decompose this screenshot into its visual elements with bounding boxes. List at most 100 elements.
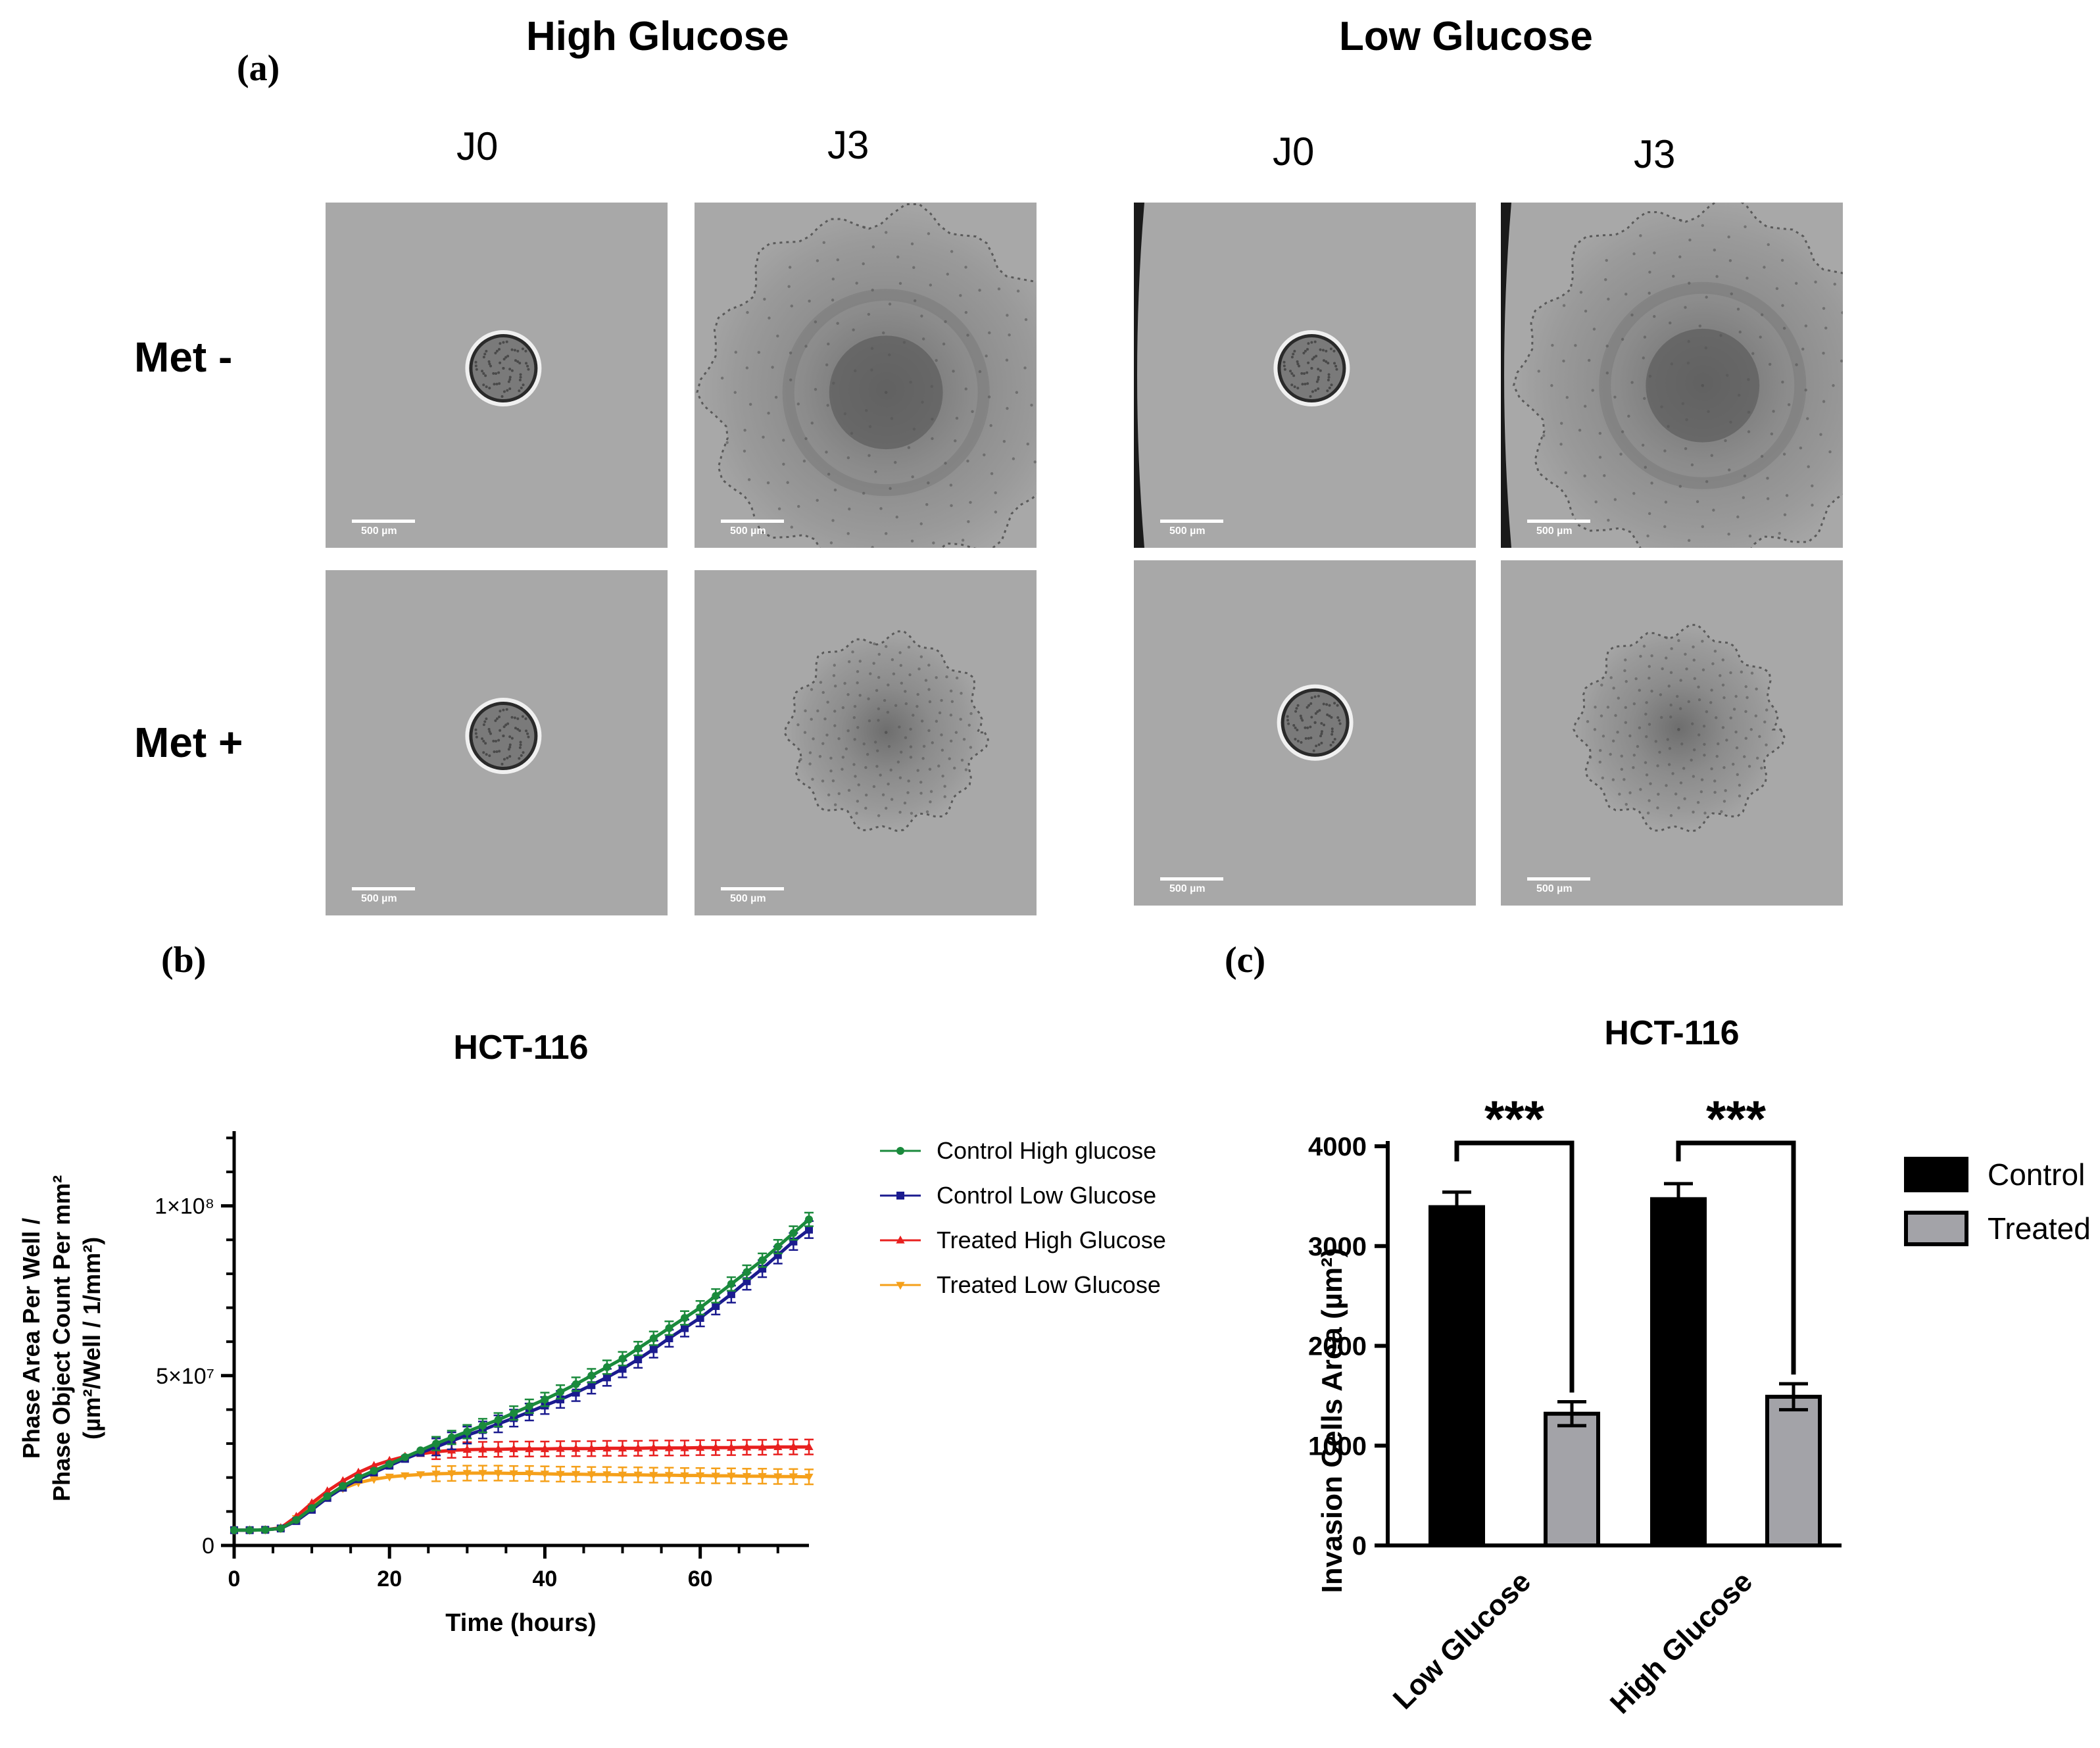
micrograph-hg-j3-metplus: 500 µm: [695, 570, 1037, 915]
data-point: [804, 1473, 814, 1482]
line-chart-x-axis-label: Time (hours): [445, 1609, 596, 1637]
data-point: [447, 1470, 456, 1478]
data-point: [354, 1467, 363, 1476]
data-point: [572, 1444, 581, 1452]
y-tick-label: 5×10⁷: [156, 1364, 214, 1389]
data-point: [805, 1215, 813, 1224]
bar-treated: [1544, 1411, 1600, 1547]
data-point: [789, 1228, 798, 1237]
data-point: [742, 1442, 752, 1451]
data-point: [478, 1470, 487, 1478]
day-label-lg-j0: J0: [1273, 130, 1315, 174]
line-chart: HCT-116 Phase Area Per Well / Phase Objec…: [18, 1029, 1166, 1637]
data-point: [587, 1471, 596, 1480]
data-point: [602, 1363, 611, 1371]
line-chart-y-label-line: (µm²/Well / 1/mm²): [78, 1237, 105, 1440]
data-point: [758, 1472, 767, 1481]
data-point: [556, 1470, 565, 1479]
bar-chart-title: HCT-116: [1604, 1014, 1739, 1052]
data-point: [416, 1471, 426, 1480]
data-point: [323, 1486, 332, 1495]
data-point: [711, 1472, 720, 1481]
data-point: [681, 1324, 689, 1332]
data-point: [727, 1472, 736, 1481]
data-point: [385, 1473, 394, 1482]
data-point: [369, 1461, 379, 1469]
legend-label: Control High glucose: [937, 1137, 1156, 1164]
data-point: [727, 1280, 735, 1288]
data-point: [493, 1470, 503, 1478]
data-point: [696, 1472, 705, 1480]
scale-bar: [1527, 877, 1590, 881]
data-point: [276, 1524, 285, 1533]
data-point: [618, 1354, 627, 1363]
data-point: [602, 1373, 611, 1382]
bar-chart-bars: *** Low Glucose *** High Glucose: [1387, 1090, 1822, 1720]
data-point: [308, 1504, 316, 1513]
panel-label-a: (a): [237, 48, 280, 89]
data-point: [431, 1470, 441, 1479]
scale-bar: [1160, 877, 1223, 881]
data-point: [245, 1526, 254, 1534]
data-point: [230, 1526, 238, 1534]
data-point: [494, 1415, 502, 1424]
data-point: [525, 1402, 533, 1411]
x-tick-label: 40: [533, 1566, 558, 1591]
bar-treated: [1765, 1394, 1822, 1548]
scale-bar-label: 500 µm: [1536, 883, 1573, 894]
data-point: [773, 1473, 783, 1482]
series-line: [234, 1228, 810, 1532]
data-point: [478, 1421, 487, 1430]
data-point: [773, 1242, 782, 1251]
scale-bar-label: 500 µm: [1536, 525, 1573, 537]
data-point: [696, 1443, 705, 1451]
data-point: [462, 1445, 472, 1453]
data-point: [758, 1256, 767, 1265]
panel-label-b: (b): [161, 940, 207, 981]
data-point: [602, 1471, 612, 1480]
data-point: [742, 1472, 752, 1481]
y-tick-label: 4000: [1308, 1132, 1367, 1161]
y-tick-label: 1000: [1308, 1432, 1367, 1461]
data-point: [664, 1443, 674, 1451]
data-point: [649, 1472, 658, 1480]
scale-bar-label: 500 µm: [730, 893, 766, 904]
y-tick-label: 2000: [1308, 1332, 1367, 1361]
data-point: [587, 1444, 596, 1452]
data-point: [789, 1473, 798, 1482]
micrograph-lg-j3-metplus: 500 µm: [1501, 560, 1843, 906]
data-point: [727, 1443, 736, 1451]
data-point: [727, 1290, 735, 1298]
line-chart-axes: 0 5×10⁷ 1×10⁸ 0 20 40 60: [155, 1131, 809, 1591]
line-chart-legend: Control High glucose Control Low Glucose T…: [880, 1137, 1166, 1298]
data-point: [712, 1301, 720, 1310]
data-point: [261, 1526, 270, 1534]
x-tick-label: 20: [377, 1566, 402, 1591]
data-point: [618, 1365, 627, 1373]
data-point: [587, 1371, 596, 1380]
series-1: [230, 1220, 814, 1534]
data-point: [681, 1314, 689, 1323]
legend-label: Control Low Glucose: [937, 1182, 1156, 1209]
data-point: [743, 1268, 751, 1276]
day-label-lg-j3: J3: [1634, 132, 1676, 176]
line-chart-y-label-line: Phase Area Per Well /: [18, 1218, 45, 1459]
data-point: [432, 1440, 441, 1448]
data-point: [804, 1442, 814, 1451]
data-point: [696, 1314, 704, 1323]
legend-swatch: [1904, 1157, 1968, 1192]
data-point: [339, 1482, 347, 1490]
group-title-low-glucose: Low Glucose: [1339, 14, 1593, 59]
x-tick-label: Low Glucose: [1387, 1565, 1537, 1715]
bar-control: [1650, 1197, 1707, 1547]
scale-bar: [721, 520, 784, 523]
micrograph-hg-j0-metminus: 500 µm: [326, 203, 668, 548]
data-point: [385, 1460, 394, 1469]
data-point: [618, 1444, 627, 1452]
y-tick-label: 1×10⁸: [155, 1194, 214, 1219]
data-point: [789, 1442, 798, 1451]
data-point: [633, 1471, 643, 1480]
data-point: [493, 1444, 503, 1453]
group-title-high-glucose: High Glucose: [526, 14, 789, 59]
y-tick-label: 0: [202, 1534, 214, 1559]
